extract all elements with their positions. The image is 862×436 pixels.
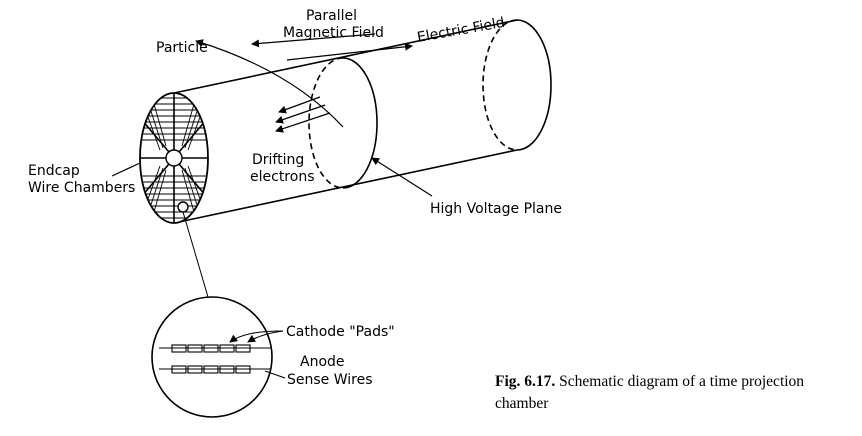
cylinder-top-edge bbox=[173, 19, 518, 94]
figure-caption: Fig. 6.17. Schematic diagram of a time p… bbox=[495, 371, 857, 415]
label-parallel: Parallel bbox=[306, 8, 357, 24]
endcap-wire-chambers bbox=[139, 92, 209, 224]
label-sense-wires: Sense Wires bbox=[287, 372, 373, 388]
electric-field-arrow bbox=[286, 42, 413, 61]
inset-connector bbox=[182, 211, 209, 298]
cylinder bbox=[173, 19, 552, 224]
label-magnetic-field: Magnetic Field bbox=[283, 25, 384, 41]
label-electrons: electrons bbox=[250, 169, 314, 185]
figure-number: Fig. 6.17. bbox=[495, 373, 556, 390]
particle-track bbox=[195, 39, 344, 128]
label-drifting: Drifting bbox=[252, 152, 304, 168]
magnetic-field-arrow bbox=[251, 33, 376, 48]
hv-plane-dashed-half bbox=[308, 57, 344, 189]
endcap-detail-marker bbox=[177, 201, 189, 213]
label-anode: Anode bbox=[300, 354, 345, 370]
label-wire-chambers: Wire Chambers bbox=[28, 180, 135, 196]
hv-plane-near-half bbox=[342, 57, 378, 189]
drifting-electron-arrows bbox=[275, 96, 331, 133]
far-end-dashed-half bbox=[482, 19, 518, 151]
figure-caption-text: Schematic diagram of a time projection c… bbox=[495, 373, 805, 412]
far-end-near-half bbox=[516, 19, 552, 151]
label-endcap: Endcap bbox=[28, 163, 80, 179]
sense-wires-pointer bbox=[264, 370, 286, 379]
label-particle: Particle bbox=[156, 40, 208, 56]
hv-plane-pointer bbox=[371, 157, 433, 197]
label-high-voltage-plane: High Voltage Plane bbox=[430, 201, 562, 217]
cathode-pads-pointer bbox=[229, 330, 284, 343]
magnified-inset bbox=[151, 211, 286, 418]
inset-circle bbox=[151, 296, 273, 418]
endcap-center-hole bbox=[165, 149, 183, 167]
cathode-pads-pointer bbox=[247, 330, 284, 343]
cylinder-bottom-edge bbox=[173, 149, 518, 224]
endcap-leader-line bbox=[111, 162, 141, 177]
label-cathode-pads: Cathode "Pads" bbox=[286, 324, 395, 340]
